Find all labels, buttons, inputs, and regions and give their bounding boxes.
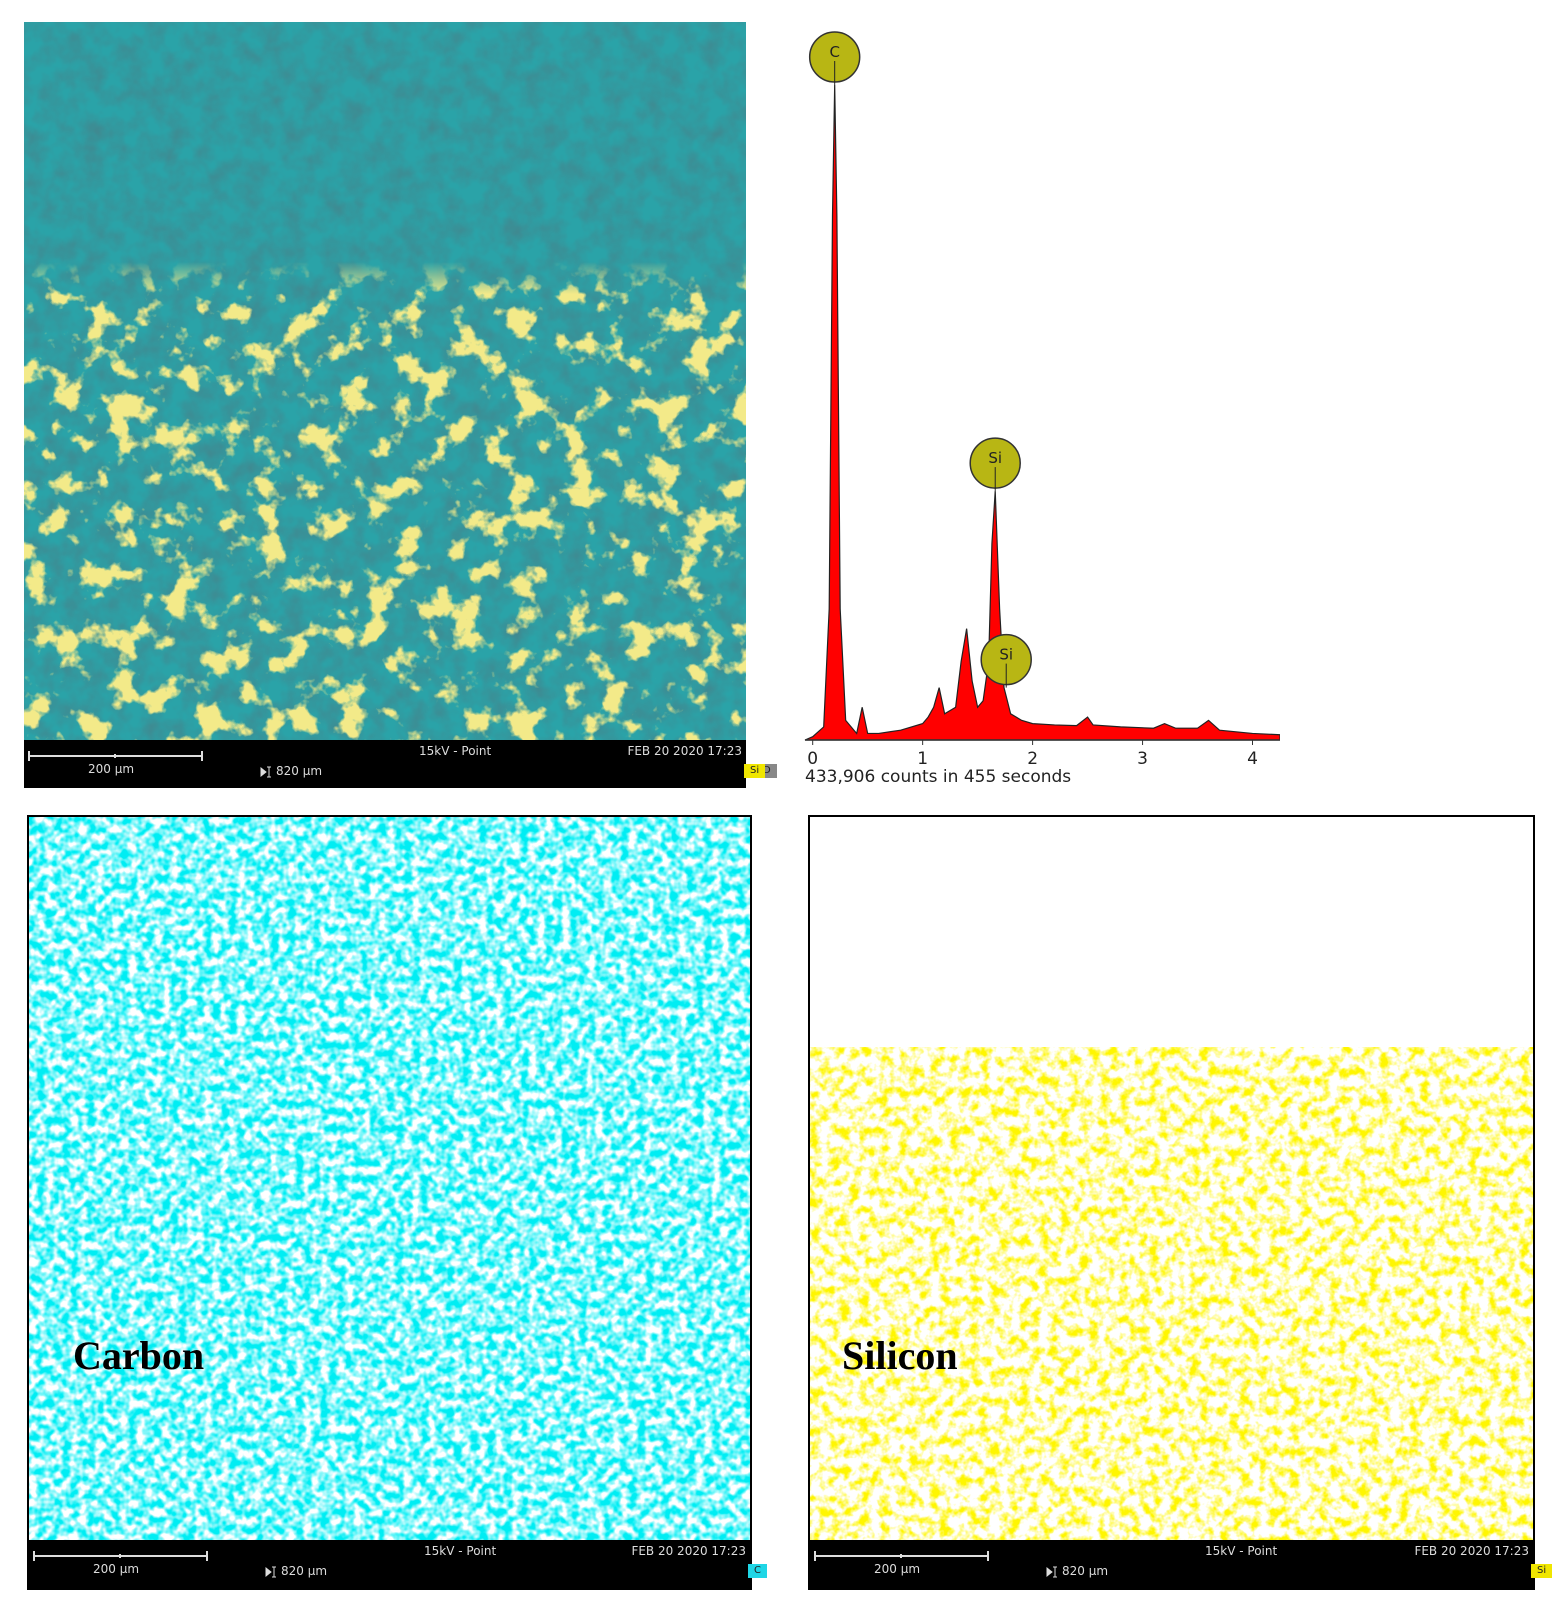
- x-tick-label: 0: [807, 749, 818, 769]
- scale-line: [814, 1551, 989, 1561]
- c-signal: [29, 817, 750, 1540]
- scale-line: [28, 751, 203, 761]
- si-signal: [810, 1047, 1533, 1540]
- field-width: 820 µm: [281, 1564, 328, 1578]
- fw-icon: [1046, 1566, 1057, 1578]
- sem-panel: 200 µm 820 µm 15kV - Point FEB 20 2020 17:2…: [24, 22, 777, 788]
- scale-bar: [33, 1551, 208, 1561]
- spectrum: 433,906 counts in 455 seconds 0 1 2 3 4 C Si Si: [804, 31, 1280, 787]
- scale-line: [33, 1551, 208, 1561]
- fw-icon: [265, 1566, 276, 1578]
- scale-bar: [28, 751, 203, 761]
- spectrum-area: [804, 84, 1280, 741]
- si-overlay: [24, 22, 746, 740]
- x-tick-label: 4: [1247, 749, 1258, 769]
- caption: 433,906 counts in 455 seconds: [805, 767, 1071, 787]
- timestamp: FEB 20 2020 17:23: [1414, 1544, 1529, 1558]
- carbon-map: [29, 817, 750, 1540]
- fw-icon-shape: [260, 766, 271, 778]
- x-tick-label: 3: [1137, 749, 1148, 769]
- silicon-panel: Silicon 200 µm 820 µm 15kV - Point FEB 20 2…: [808, 815, 1553, 1590]
- carbon-panel: Carbon 200 µm 820 µm 15kV - Point FEB 20 20…: [27, 815, 767, 1590]
- fw-icon-shape: [1046, 1566, 1057, 1578]
- layer-badge: Si: [744, 764, 766, 778]
- x-tick-label: 2: [1027, 749, 1038, 769]
- scale-label: 200 µm: [93, 1562, 140, 1576]
- panel-label: Silicon: [842, 1333, 958, 1378]
- peak-label: Si: [988, 449, 1002, 467]
- field-width: 820 µm: [276, 764, 323, 778]
- timestamp: FEB 20 2020 17:23: [631, 1544, 746, 1558]
- conditions: 15kV - Point: [419, 744, 492, 758]
- peak-label: Si: [999, 646, 1013, 664]
- panel-label: Carbon: [73, 1333, 205, 1378]
- fw-icon-shape: [265, 1566, 276, 1578]
- conditions: 15kV - Point: [1205, 1544, 1278, 1558]
- info-bar: 200 µm 820 µm 15kV - Point FEB 20 2020 17:2…: [29, 1540, 767, 1588]
- field-width: 820 µm: [1062, 1564, 1109, 1578]
- peak-label: C: [829, 43, 839, 61]
- scale-label: 200 µm: [88, 762, 135, 776]
- scale-label: 200 µm: [874, 1562, 921, 1576]
- layer-badge: Si: [1531, 1564, 1553, 1578]
- sem-image: [24, 22, 746, 740]
- x-tick-label: 1: [917, 749, 928, 769]
- scale-bar: [814, 1551, 989, 1561]
- layer-badge: C: [748, 1564, 767, 1578]
- timestamp: FEB 20 2020 17:23: [627, 744, 742, 758]
- info-bar: 200 µm 820 µm 15kV - Point FEB 20 2020 17:2…: [24, 740, 777, 788]
- silicon-map: [810, 817, 1533, 1540]
- fw-icon: [260, 766, 271, 778]
- conditions: 15kV - Point: [424, 1544, 497, 1558]
- info-bar: 200 µm 820 µm 15kV - Point FEB 20 2020 17:2…: [810, 1540, 1553, 1588]
